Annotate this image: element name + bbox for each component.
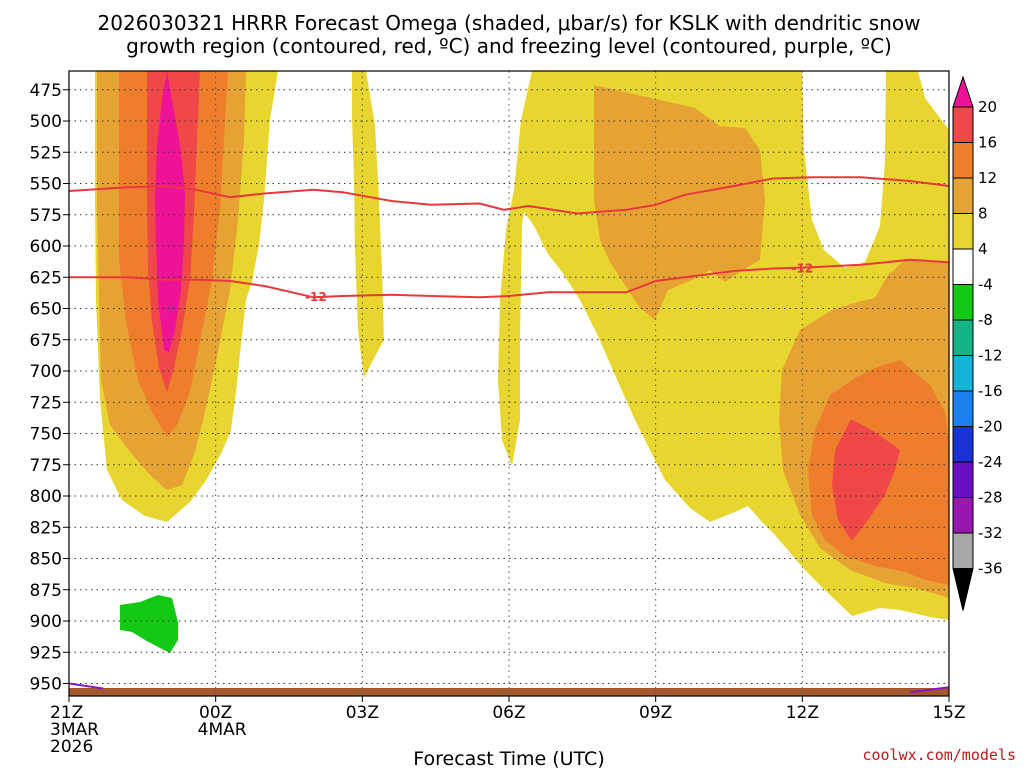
- x-tick-label: 3MAR: [50, 720, 99, 740]
- y-tick-label: 675: [30, 331, 62, 351]
- y-tick-label: 550: [30, 175, 62, 195]
- colorbar-segment: [952, 497, 974, 534]
- colorbar-top-arrow: [952, 75, 974, 108]
- colorbar-segment: [952, 461, 974, 498]
- chart-title-line2: growth region (contoured, red, ºC) and f…: [126, 34, 892, 58]
- y-tick-label: 700: [30, 362, 62, 382]
- x-tick-label: 03Z: [346, 703, 379, 723]
- colorbar-segment: [952, 248, 974, 285]
- colorbar-segment: [952, 106, 974, 143]
- x-tick-label: 4MAR: [198, 720, 247, 740]
- y-tick-label: 600: [30, 237, 62, 257]
- y-tick-label: 925: [30, 643, 62, 663]
- y-tick-label: 800: [30, 487, 62, 507]
- colorbar-segment: [952, 177, 974, 214]
- omega-column-03z: [352, 71, 384, 378]
- y-tick-label: 500: [30, 112, 62, 132]
- y-tick-label: 475: [30, 81, 62, 101]
- colorbar-tick-label: -12: [978, 347, 1003, 365]
- colorbar-tick-label: -16: [978, 382, 1003, 400]
- contour-dgz-upper: [69, 176, 949, 215]
- contour-label: -12: [305, 290, 327, 304]
- x-tick-label: 21Z: [50, 703, 83, 723]
- colorbar-segment: [952, 426, 974, 463]
- colorbar-bottom-arrow: [952, 568, 974, 611]
- contour-dgz-lower: [69, 258, 949, 299]
- colorbar-segment: [952, 284, 974, 321]
- freezing-fz-left: [69, 682, 104, 690]
- credit-text: coolwx.com/models: [862, 746, 1016, 764]
- x-tick-label: 06Z: [492, 703, 525, 723]
- y-tick-label: 775: [30, 456, 62, 476]
- colorbar-segment: [952, 319, 974, 356]
- gridlines: [69, 71, 949, 696]
- y-axis: 475 500 525 550 575 600 625 650 675 700 725 750 775 8…: [30, 81, 69, 695]
- y-tick-label: 850: [30, 550, 62, 570]
- y-tick-label: 875: [30, 581, 62, 601]
- omega-shading: [69, 71, 949, 696]
- x-tick-label: 09Z: [639, 703, 672, 723]
- y-tick-label: 950: [30, 675, 62, 695]
- colorbar-tick-label: -36: [978, 560, 1003, 578]
- colorbar-segment: [952, 390, 974, 427]
- colorbar-tick-label: -32: [978, 524, 1003, 542]
- x-tick-label: 15Z: [932, 703, 965, 723]
- colorbar-tick-label: 20: [978, 98, 997, 116]
- colorbar-tick-label: 16: [978, 134, 997, 152]
- colorbar-segment: [952, 355, 974, 392]
- colorbar: 20 16 12 8 4 -4 -8 -12 -16 -20 -24 -28 -32 -36: [952, 75, 1003, 611]
- x-axis-label: Forecast Time (UTC): [413, 748, 604, 768]
- x-tick-label: 00Z: [199, 703, 232, 723]
- omega-right-8-upper: [594, 85, 765, 320]
- chart-title-line1: 2026030321 HRRR Forecast Omega (shaded, …: [98, 11, 921, 35]
- colorbar-tick-label: 8: [978, 205, 988, 223]
- y-tick-label: 725: [30, 393, 62, 413]
- colorbar-tick-label: -8: [978, 311, 993, 329]
- y-tick-label: 525: [30, 143, 62, 163]
- x-tick-label: 2026: [50, 737, 93, 757]
- omega-right-16: [832, 419, 900, 541]
- y-tick-label: 900: [30, 612, 62, 632]
- y-tick-label: 625: [30, 268, 62, 288]
- colorbar-tick-label: -20: [978, 418, 1003, 436]
- terrain-strip: [69, 688, 949, 696]
- colorbar-segment: [952, 213, 974, 250]
- dgz-contours: -12 -12: [69, 176, 949, 304]
- colorbar-tick-label: -4: [978, 276, 993, 294]
- omega-downward-blob: [120, 595, 178, 653]
- colorbar-segment: [952, 142, 974, 179]
- colorbar-tick-label: -28: [978, 489, 1003, 507]
- y-tick-label: 650: [30, 300, 62, 320]
- contour-label: -12: [791, 261, 813, 275]
- freezing-level-contours: [69, 682, 949, 694]
- y-tick-label: 825: [30, 518, 62, 538]
- y-tick-label: 750: [30, 425, 62, 445]
- y-tick-label: 575: [30, 206, 62, 226]
- colorbar-segment: [952, 532, 974, 569]
- colorbar-tick-label: 4: [978, 240, 988, 258]
- omega-left-20: [155, 71, 185, 352]
- colorbar-tick-label: 12: [978, 169, 997, 187]
- freezing-fz-right: [909, 686, 949, 694]
- x-tick-label: 12Z: [786, 703, 819, 723]
- colorbar-tick-label: -24: [978, 453, 1003, 471]
